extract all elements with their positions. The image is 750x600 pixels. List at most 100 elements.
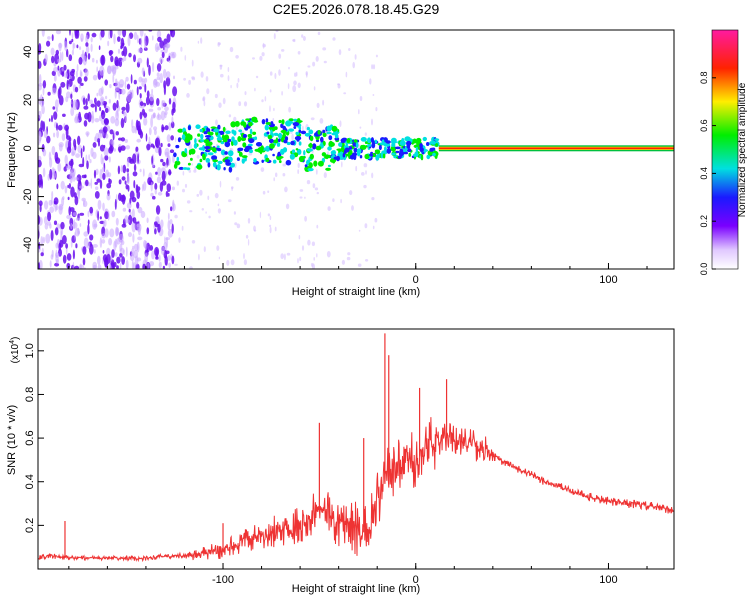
- spectrogram-band-blob: [307, 167, 314, 172]
- spectrogram-marks: [38, 30, 674, 269]
- spectrogram-scatter-blob: [315, 169, 318, 175]
- spectrogram-scatter-blob: [261, 99, 264, 103]
- spectrogram-noise-blob: [72, 261, 75, 269]
- spectrogram-band-blob: [267, 134, 273, 140]
- spectrogram-band-blob: [360, 144, 367, 150]
- spectrogram-noise-blob: [77, 189, 81, 200]
- spectrogram-scatter-blob: [345, 71, 348, 78]
- spectrogram-scatter-blob: [196, 193, 200, 197]
- spectrogram-noise-blob: [53, 66, 59, 73]
- spectrogram-noise-blob: [90, 178, 93, 189]
- spectrogram-scatter-blob: [297, 163, 300, 168]
- spectrogram-noise-blob: [72, 249, 75, 260]
- spectrogram-band-blob: [278, 119, 282, 124]
- spectrogram-noise-blob: [159, 40, 164, 49]
- spectrogram-noise-blob: [171, 186, 175, 191]
- spectrogram-band-blob: [300, 130, 307, 135]
- spectrogram-noise-blob: [71, 32, 74, 39]
- spectrogram-band-blob: [252, 131, 257, 135]
- spectrogram-noise-blob: [55, 242, 59, 249]
- spectrogram-band-blob: [216, 145, 220, 149]
- spectrogram-noise-blob: [92, 244, 98, 248]
- spectrogram-noise-blob: [103, 144, 106, 148]
- spectrogram-noise-blob: [89, 159, 92, 164]
- spectrogram-scatter-blob: [269, 89, 272, 93]
- spectrogram-noise-blob: [124, 180, 127, 185]
- spectrogram-noise-blob: [94, 191, 100, 199]
- spectrogram-noise-blob: [157, 223, 161, 233]
- spectrogram-noise-blob: [38, 60, 42, 69]
- spectrogram-band-blob: [429, 147, 434, 152]
- spectrogram-noise-blob: [77, 135, 81, 146]
- spectrogram-noise-blob: [65, 243, 68, 249]
- spectrogram-noise-blob: [38, 74, 42, 85]
- spectrogram-noise-blob: [155, 171, 158, 175]
- spectrogram-noise-blob: [148, 136, 151, 146]
- spectrogram-noise-blob: [104, 154, 109, 161]
- spectrogram-band-blob: [282, 129, 287, 135]
- spectrogram-noise-blob: [87, 93, 90, 102]
- spectrogram-band-blob: [412, 138, 417, 144]
- spectrogram-noise-blob: [112, 139, 115, 147]
- spectrogram-band-blob: [399, 140, 406, 146]
- spectrogram-band-blob: [181, 134, 186, 141]
- spectrogram-noise-blob: [75, 70, 78, 78]
- spectrogram-noise-blob: [51, 145, 56, 156]
- spectrogram-noise-blob: [150, 181, 153, 192]
- spectrogram-scatter-blob: [215, 119, 218, 126]
- spectrogram-band-blob: [176, 156, 180, 162]
- spectrogram-noise-blob: [143, 117, 148, 126]
- spectrogram-noise-blob: [38, 225, 41, 232]
- spectrogram-band-blob: [315, 139, 320, 143]
- spectrogram-scatter-blob: [208, 215, 211, 219]
- spectrogram-scatter-blob: [301, 34, 304, 38]
- spectrogram-band-blob: [202, 155, 206, 161]
- spectrogram-noise-blob: [112, 102, 117, 111]
- spectrogram-noise-blob: [47, 91, 51, 96]
- spectrogram-band-blob: [207, 161, 211, 168]
- spectrogram-scatter-blob: [205, 211, 207, 214]
- spectrogram-noise-blob: [84, 174, 87, 179]
- spectrogram-noise-blob: [62, 254, 67, 264]
- spectrogram-band-blob: [273, 132, 279, 136]
- spectrogram-noise-blob: [92, 219, 98, 230]
- spectrogram-noise-blob: [90, 36, 93, 43]
- spectrogram-band-blob: [187, 162, 191, 166]
- spectrogram-noise-blob: [91, 32, 97, 38]
- snr-marks: [38, 333, 674, 563]
- spectrogram-noise-blob: [57, 162, 62, 172]
- spectrogram-scatter-blob: [371, 64, 374, 70]
- spectrogram-noise-blob: [57, 68, 61, 77]
- spectrogram-band-blob: [328, 141, 335, 147]
- spectrogram-noise-blob: [38, 133, 42, 144]
- spectrogram-band-blob: [268, 127, 272, 130]
- spectrogram-noise-blob: [53, 132, 56, 138]
- spectrogram-scatter-blob: [230, 259, 235, 266]
- spectrogram-noise-blob: [113, 33, 116, 45]
- spectrogram-noise-blob: [139, 111, 143, 120]
- spectrogram-noise-blob: [156, 30, 162, 38]
- spectrogram-scatter-blob: [203, 246, 206, 253]
- spectrogram-scatter-blob: [363, 163, 368, 168]
- spectrogram-scatter-blob: [236, 223, 241, 229]
- spectrogram-band-blob: [391, 143, 396, 148]
- spectrogram-noise-blob: [97, 210, 99, 221]
- spectrogram-noise-blob: [173, 75, 175, 80]
- spectrogram-noise-blob: [119, 247, 125, 254]
- spectrogram-scatter-blob: [274, 72, 277, 80]
- spectrogram-noise-blob: [105, 95, 108, 100]
- spectrogram-noise-blob: [57, 124, 63, 131]
- spectrogram-noise-blob: [139, 101, 144, 107]
- spectrogram-noise-blob: [125, 259, 129, 269]
- spectrogram-scatter-blob: [307, 239, 311, 246]
- spectrogram-noise-blob: [158, 146, 162, 157]
- spectrogram-scatter-blob: [355, 165, 358, 172]
- spectrogram-noise-blob: [84, 68, 89, 77]
- spectrogram-scatter-blob: [218, 256, 221, 260]
- spectrogram-noise-blob: [115, 110, 119, 121]
- spectrogram-scatter-blob: [200, 37, 203, 44]
- spectrogram-noise-blob: [136, 34, 139, 44]
- spectrogram-noise-blob: [110, 116, 116, 124]
- spectrogram-noise-blob: [131, 92, 134, 99]
- spectrogram-noise-blob: [169, 149, 175, 153]
